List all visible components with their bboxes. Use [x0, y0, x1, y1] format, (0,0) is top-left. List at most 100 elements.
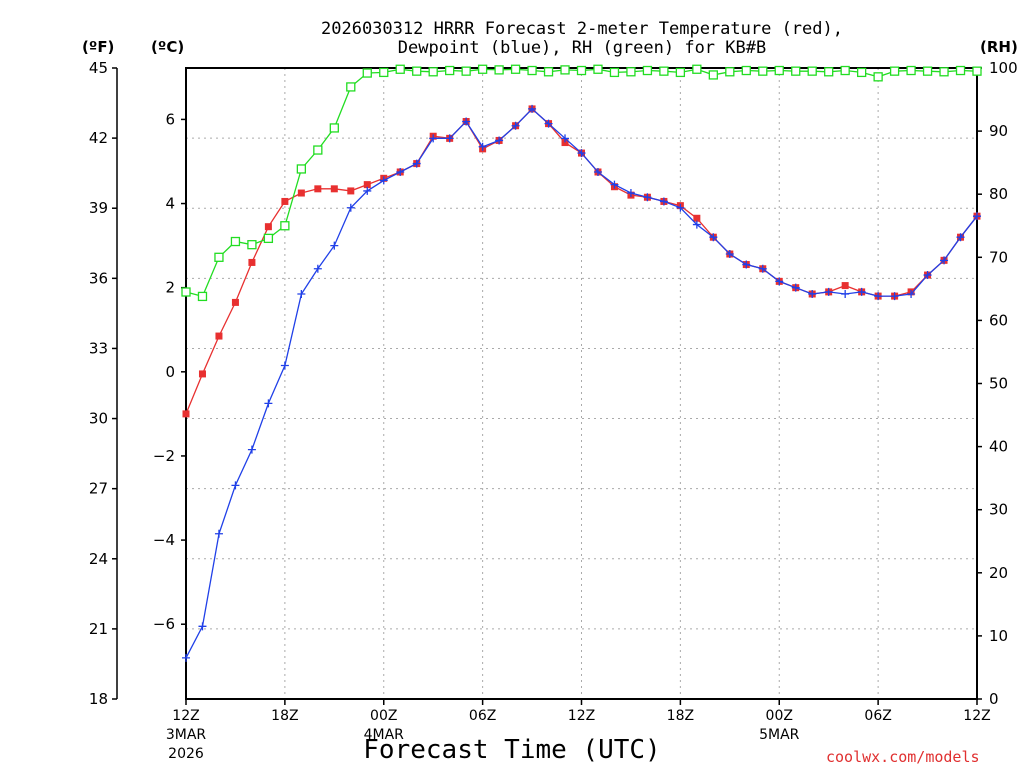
x-tick-label-6: 00Z: [766, 708, 793, 724]
x-tick-label-0: 12Z: [172, 708, 199, 724]
temperature-point-11: [363, 181, 371, 189]
dewpoint-point-24: [577, 149, 586, 158]
dewpoint-point-29: [659, 197, 668, 206]
rh-point-6: [280, 221, 290, 231]
rh-point-23: [560, 65, 570, 75]
rh-point-28: [642, 65, 653, 76]
dewpoint-point-1: [198, 622, 207, 631]
rh-point-36: [774, 65, 784, 76]
dewpoint-point-36: [775, 277, 784, 286]
temperature-point-1: [198, 370, 206, 378]
dewpoint-point-27: [626, 189, 635, 198]
plot-frame: [185, 67, 978, 700]
rh-point-0: [181, 287, 191, 297]
rh-point-14: [412, 66, 422, 76]
temperature-point-40: [841, 282, 849, 290]
c-tick-label-4: 2: [165, 279, 175, 297]
dewpoint-point-20: [511, 121, 520, 130]
x-date-label-0: 3MAR: [166, 727, 207, 743]
dewpoint-point-46: [940, 256, 949, 265]
chart-title-line2: Dewpoint (blue), RH (green) for KB#B: [398, 38, 766, 58]
c-tick-label-6: 6: [165, 110, 175, 128]
temperature-point-7: [297, 189, 305, 197]
rh-tick-label-0: 0: [989, 690, 999, 708]
rh-tick-label-4: 40: [989, 438, 1008, 456]
dewpoint-point-11: [363, 186, 372, 195]
rh-tick-label-5: 50: [989, 375, 1008, 393]
dewpoint-point-15: [429, 134, 438, 143]
temperature-point-31: [693, 214, 701, 222]
rh-point-35: [758, 66, 768, 76]
rh-point-45: [922, 66, 933, 76]
rh-point-2: [214, 252, 224, 262]
dewpoint-point-4: [247, 445, 256, 454]
dewpoint-point-18: [478, 142, 487, 151]
rh-point-40: [840, 65, 850, 76]
dewpoint-point-28: [643, 193, 652, 202]
x-date-label-6: 5MAR: [759, 727, 800, 743]
dewpoint-point-9: [330, 241, 339, 250]
dewpoint-point-14: [412, 159, 421, 168]
rh-point-18: [477, 64, 488, 74]
f-tick-label-9: 45: [89, 59, 108, 77]
dewpoint-point-38: [808, 289, 817, 298]
rh-point-43: [889, 66, 900, 76]
rh-point-15: [428, 67, 438, 77]
rh-point-47: [955, 65, 966, 76]
rh-point-30: [675, 67, 686, 78]
rh-point-48: [972, 66, 982, 76]
x-date-label-2: 4MAR: [364, 727, 405, 743]
rh-tick-label-6: 60: [989, 311, 1008, 329]
credit-text: coolwx.com/models: [826, 748, 980, 766]
dewpoint-point-25: [593, 167, 602, 176]
celsius-unit-label: (ºC): [151, 38, 184, 56]
x-year-label-0: 2026: [168, 746, 204, 762]
x-tick-label-8: 12Z: [963, 708, 990, 724]
rh-point-19: [494, 65, 504, 75]
dewpoint-point-2: [214, 529, 223, 538]
rh-point-12: [379, 67, 389, 78]
rh-point-7: [296, 164, 307, 174]
rh-point-29: [659, 66, 669, 76]
dewpoint-point-8: [313, 264, 322, 273]
temperature-point-9: [330, 185, 338, 193]
temperature-point-0: [182, 410, 190, 418]
f-tick-label-4: 30: [89, 410, 108, 428]
temperature-point-6: [281, 197, 289, 205]
fahrenheit-unit-label: (ºF): [82, 38, 114, 56]
rh-point-5: [263, 233, 274, 244]
c-tick-label-3: 0: [165, 363, 175, 381]
dewpoint-point-48: [973, 212, 981, 221]
rh-point-26: [609, 67, 620, 78]
dewpoint-point-3: [231, 481, 240, 490]
rh-point-24: [576, 65, 587, 76]
dewpoint-point-0: [182, 653, 190, 662]
f-tick-label-8: 42: [89, 129, 108, 147]
x-tick-label-7: 06Z: [864, 708, 891, 724]
series-dewpoint: [182, 104, 981, 662]
dewpoint-point-32: [709, 233, 718, 242]
dewpoint-point-39: [824, 287, 833, 296]
dewpoint-point-7: [297, 289, 306, 298]
rh-point-27: [626, 67, 636, 77]
dewpoint-point-31: [692, 220, 701, 229]
rh-point-46: [939, 67, 949, 77]
dewpoint-point-33: [725, 250, 734, 259]
rh-point-33: [725, 67, 735, 77]
rh-tick-label-10: 100: [989, 59, 1018, 77]
rh-tick-label-9: 90: [989, 122, 1008, 140]
rh-point-39: [824, 67, 834, 77]
dewpoint-point-30: [676, 203, 685, 212]
dewpoint-point-37: [791, 283, 800, 292]
dewpoint-point-42: [874, 292, 883, 301]
rh-point-16: [445, 65, 455, 76]
axes: 18212427303336394245−6−4−202460102030405…: [89, 59, 1018, 762]
dewpoint-point-13: [396, 167, 405, 176]
rh-point-4: [247, 240, 257, 250]
rh-point-25: [593, 64, 603, 74]
rh-point-17: [461, 66, 471, 76]
grid-lines: [186, 68, 977, 699]
dewpoint-point-5: [264, 399, 273, 408]
dewpoint-point-23: [561, 134, 570, 143]
dewpoint-point-43: [890, 292, 899, 301]
